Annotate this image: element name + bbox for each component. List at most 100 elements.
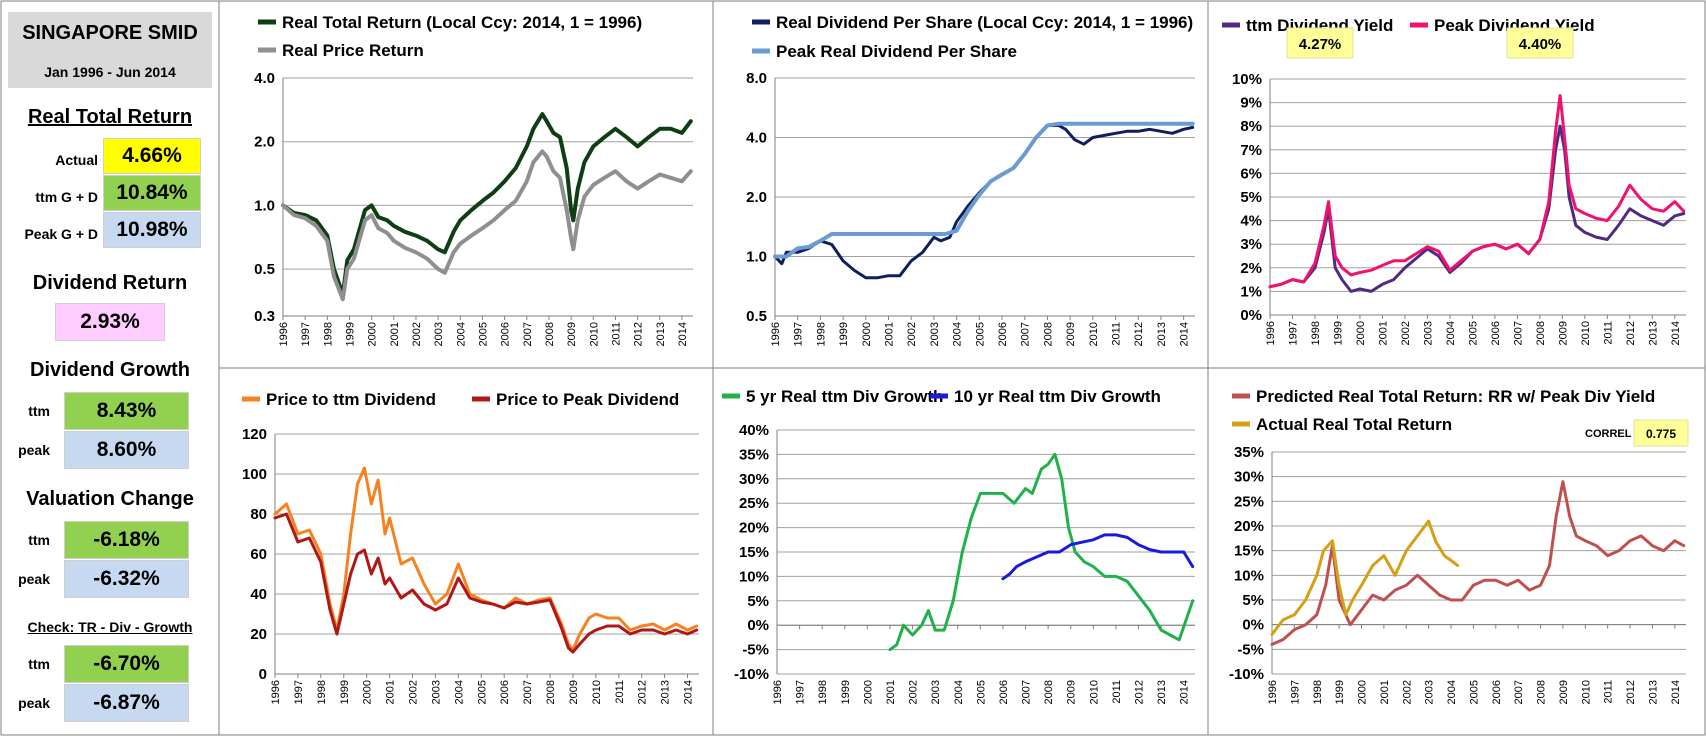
xtick-label-c2-15: 2011 [1111,322,1123,346]
ytick-label-c6-5: 10% [1234,567,1264,584]
xtick-label-c6-7: 2003 [1424,680,1436,704]
xtick-label-c6-0: 1996 [1267,680,1279,704]
legend-label-c1-1: Real Price Return [282,41,424,60]
xtick-label-c3-12: 2008 [1535,321,1547,345]
ytick-label-c4-1: 100 [242,466,267,483]
ytick-label-c3-4: 6% [1240,165,1262,182]
xtick-label-c2-8: 2004 [952,322,964,346]
ytick-label-c2-0: 8.0 [746,70,767,87]
xtick-label-c3-4: 2000 [1355,321,1367,345]
xtick-label-c4-9: 2005 [476,680,488,704]
legend-label-c6-0: Predicted Real Total Return: RR w/ Peak … [1256,387,1655,406]
value-valuation-ttm: -6.18% [64,521,189,559]
xtick-label-c1-17: 2013 [655,322,667,346]
legend-label-c1-0: Real Total Return (Local Ccy: 2014, 1 = … [282,13,642,32]
series-line-c1-1 [281,149,693,302]
ytick-label-c2-1: 4.0 [746,130,767,147]
xtick-label-c4-16: 2012 [637,680,649,704]
ytick-label-c4-4: 40 [250,586,267,603]
xtick-label-c3-8: 2004 [1445,321,1457,345]
ytick-label-c4-2: 80 [250,506,267,523]
series-line-c1-0 [281,112,693,297]
series-line-c6-0 [1270,480,1686,646]
xtick-label-c5-18: 2014 [1179,680,1191,704]
title-box [8,12,212,88]
xtick-label-c5-6: 2002 [908,680,920,704]
xtick-label-c3-11: 2007 [1512,321,1524,345]
legend-label-c6-1: Actual Real Total Return [1256,415,1452,434]
xtick-label-c2-7: 2003 [929,322,941,346]
value-check-peak: -6.87% [64,684,189,722]
xtick-label-c5-10: 2006 [998,680,1010,704]
ytick-label-c3-5: 5% [1240,189,1262,206]
ytick-label-c5-7: 5% [747,593,769,610]
series-line-c2-1 [773,121,1195,259]
ytick-label-c1-2: 1.0 [254,197,275,214]
xtick-label-c3-3: 1999 [1332,321,1344,345]
check-heading: Check: TR - Div - Growth [27,619,193,635]
ytick-label-c3-10: 0% [1240,307,1262,324]
value-peak-gd: 10.98% [103,212,201,248]
ytick-label-c6-4: 15% [1234,543,1264,560]
ytick-label-c3-7: 3% [1240,236,1262,253]
xtick-label-c4-14: 2010 [591,680,603,704]
xtick-label-c4-2: 1998 [316,680,328,704]
series-line-c5-1 [1001,533,1195,581]
ytick-label-c5-5: 15% [739,544,769,561]
ytick-label-c6-8: -5% [1237,641,1264,658]
xtick-label-c2-14: 2010 [1088,322,1100,346]
callout-box-c3-1 [1506,27,1574,59]
correl-box [1633,419,1689,447]
xtick-label-c2-10: 2006 [997,322,1009,346]
xtick-label-c4-15: 2011 [614,680,626,704]
xtick-label-c3-16: 2012 [1625,321,1637,345]
xtick-label-c1-1: 1997 [300,322,312,346]
ytick-label-c5-8: 0% [747,617,769,634]
xtick-label-c4-7: 2003 [430,680,442,704]
row-label-check-peak: peak [18,695,50,711]
xtick-label-c6-4: 2000 [1357,680,1369,704]
row-label-peak-gd: Peak G + D [24,226,98,242]
xtick-label-c3-14: 2010 [1580,321,1592,345]
xtick-label-c5-8: 2004 [953,680,965,704]
value-growth-peak: 8.60% [64,431,189,469]
xtick-label-c6-14: 2010 [1580,680,1592,704]
ytick-label-c3-6: 4% [1240,213,1262,230]
ytick-label-c5-4: 20% [739,520,769,537]
xtick-label-c2-3: 1999 [838,322,850,346]
xtick-label-c6-6: 2002 [1401,680,1413,704]
xtick-label-c1-15: 2011 [610,322,622,346]
xtick-label-c4-6: 2002 [408,680,420,704]
ytick-label-c1-4: 0.3 [254,308,275,325]
xtick-label-c3-5: 2001 [1377,321,1389,345]
ytick-label-c3-9: 1% [1240,283,1262,300]
legend-label-c2-0: Real Dividend Per Share (Local Ccy: 2014… [776,13,1193,32]
ytick-label-c5-0: 40% [739,422,769,439]
ytick-label-c5-3: 25% [739,495,769,512]
xtick-label-c3-15: 2011 [1602,321,1614,345]
ytick-label-c3-8: 2% [1240,260,1262,277]
xtick-label-c2-17: 2013 [1156,322,1168,346]
xtick-label-c5-9: 2005 [975,680,987,704]
legend-label-c5-0: 5 yr Real ttm Div Growth [746,387,943,406]
xtick-label-c4-3: 1999 [339,680,351,704]
callout-box-c3-0 [1286,27,1354,59]
xtick-label-c1-6: 2002 [411,322,423,346]
legend-label-c4-0: Price to ttm Dividend [266,390,436,409]
value-dividend-return: 2.93% [55,303,165,341]
chart-c2: Real Dividend Per Share (Local Ccy: 2014… [746,13,1195,346]
xtick-label-c6-17: 2013 [1647,680,1659,704]
xtick-label-c4-8: 2004 [453,680,465,704]
value-valuation-peak: -6.32% [64,560,189,598]
xtick-label-c2-6: 2002 [906,322,918,346]
ytick-label-c5-10: -10% [734,666,769,683]
row-label-ttm-gd: ttm G + D [35,189,98,205]
chart-c3: ttm Dividend Yield Peak Dividend Yield10%… [1222,16,1686,345]
ytick-label-c1-3: 0.5 [254,261,275,278]
xtick-label-c3-6: 2002 [1400,321,1412,345]
ytick-label-c1-0: 4.0 [254,70,275,87]
xtick-label-c5-17: 2013 [1156,680,1168,704]
xtick-label-c2-13: 2009 [1065,322,1077,346]
charts-layer: Real Total Return (Local Ccy: 2014, 1 = … [242,13,1689,704]
